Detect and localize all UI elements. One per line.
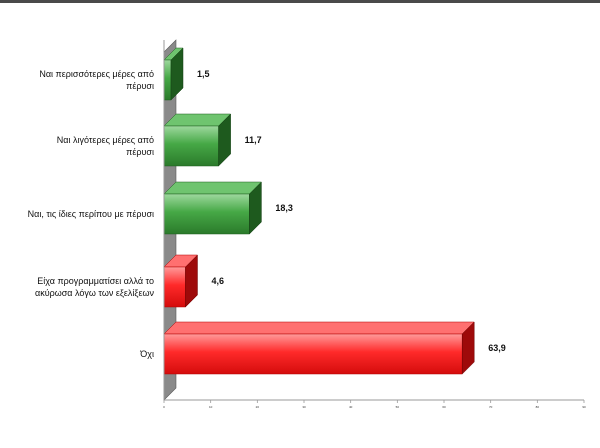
x-tick-label: 10 <box>209 405 213 409</box>
bar-value-label: 63,9 <box>488 343 506 353</box>
top-border <box>0 0 600 3</box>
bar-front-face <box>163 193 250 235</box>
bar-value-label: 1,5 <box>197 69 210 79</box>
x-tick-label: 60 <box>442 405 446 409</box>
bar-value-label: 4,6 <box>211 276 224 286</box>
bar-end-face <box>249 181 262 235</box>
category-label: Ναι λιγότερες μέρες από <box>57 135 154 145</box>
x-tick-label: 0 <box>163 405 165 409</box>
bars-group <box>163 47 475 375</box>
category-label: Είχα προγραμματίσει αλλά το <box>37 276 154 286</box>
x-tick-label: 30 <box>302 405 306 409</box>
category-label: Ναι, τις ίδιες περίπου με πέρυσι <box>28 209 154 219</box>
category-label: ακύρωσα λόγω των εξελίξεων <box>35 288 155 298</box>
bar-top-face <box>163 181 263 195</box>
bar <box>163 254 199 308</box>
x-tick-label: 90 <box>582 405 586 409</box>
bar-front-face <box>163 59 172 101</box>
bar-value-label: 18,3 <box>275 203 293 213</box>
x-tick-label: 20 <box>256 405 260 409</box>
bar-end-face <box>185 254 198 308</box>
x-tick-label: 80 <box>536 405 540 409</box>
bar-front-face <box>163 333 463 375</box>
bar-end-face <box>218 113 231 167</box>
bar-end-face <box>170 47 184 101</box>
bar-end-face <box>461 321 475 375</box>
bar <box>163 181 263 235</box>
bar-front-face <box>163 125 219 167</box>
x-tick-label: 50 <box>396 405 400 409</box>
bar <box>163 321 475 375</box>
category-label: πέρυσι <box>126 81 154 91</box>
category-label: πέρυσι <box>126 147 154 157</box>
category-label: Ναι περισσότερες μέρες από <box>39 69 154 79</box>
bar-value-label: 11,7 <box>245 135 262 145</box>
value-labels: 1,5 11,7 18,3 4,6 63,9 <box>197 69 506 353</box>
x-tick-label: 40 <box>349 405 353 409</box>
bar-front-face <box>163 266 186 308</box>
category-labels: Ναι περισσότερες μέρες από πέρυσι Ναι λιγό… <box>28 69 155 359</box>
x-tick-label: 70 <box>489 405 493 409</box>
category-label: Όχι <box>139 349 154 359</box>
bar <box>163 113 232 167</box>
bar-top-face <box>163 321 475 335</box>
x-axis: 0 10 20 30 40 50 60 70 80 90 <box>163 40 586 409</box>
